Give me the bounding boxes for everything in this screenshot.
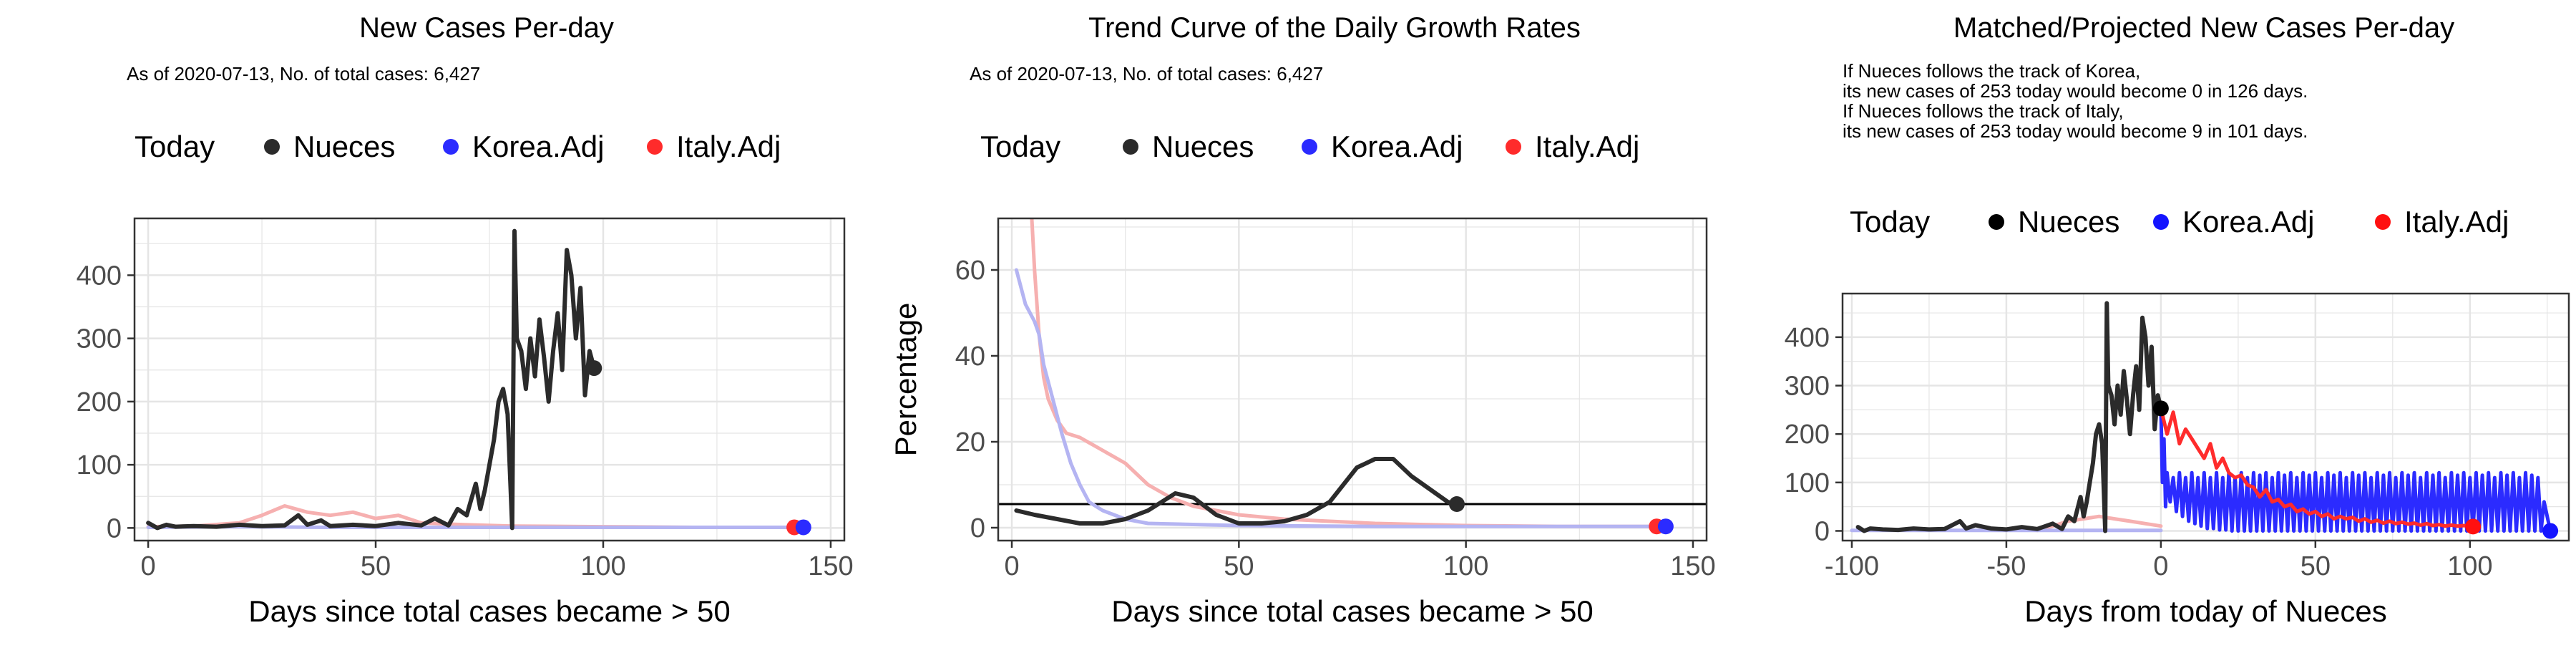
marker-korea-adj bbox=[1657, 518, 1674, 535]
y-tick-label: 0 bbox=[970, 513, 985, 543]
y-tick-label: 20 bbox=[955, 427, 985, 458]
y-tick-label: 200 bbox=[77, 387, 122, 417]
x-axis-label: Days since total cases became > 50 bbox=[1111, 594, 1594, 628]
legend-dot-korea bbox=[443, 139, 459, 155]
y-tick-label: 0 bbox=[107, 513, 122, 543]
legend-label-korea: Korea.Adj bbox=[2182, 205, 2314, 238]
y-axis-label: Percentage bbox=[889, 303, 922, 457]
y-tick-label: 400 bbox=[77, 261, 122, 291]
x-tick-label: 0 bbox=[1004, 551, 1019, 581]
projection-note: its new cases of 253 today would become … bbox=[1843, 80, 2308, 102]
legend-dot-nueces bbox=[1123, 139, 1138, 155]
y-tick-label: 100 bbox=[77, 450, 122, 480]
legend-dot-korea bbox=[2153, 214, 2169, 230]
projection-note: its new cases of 253 today would become … bbox=[1843, 120, 2308, 142]
projection-note: If Nueces follows the track of Italy, bbox=[1843, 100, 2124, 122]
series-line-korea-adj-korea bbox=[2159, 406, 2552, 533]
chart-subtitle: As of 2020-07-13, No. of total cases: 6,… bbox=[127, 63, 480, 84]
legend-label-korea: Korea.Adj bbox=[472, 130, 604, 163]
chart-title: Matched/Projected New Cases Per-day bbox=[1953, 12, 2454, 44]
marker-nueces bbox=[586, 360, 602, 377]
marker-korea-adj bbox=[795, 519, 811, 536]
chart-new-cases-svg: New Cases Per-day As of 2020-07-13, No. o… bbox=[77, 12, 854, 628]
y-tick-label: 100 bbox=[1785, 468, 1830, 498]
legend-label-nueces: Nueces bbox=[2018, 205, 2119, 238]
series-line-italy-adj-italy bbox=[2159, 406, 2475, 528]
legend-label-italy: Italy.Adj bbox=[2404, 205, 2509, 238]
legend-dot-korea bbox=[1302, 139, 1317, 155]
series-line-nueces-nueces bbox=[1855, 301, 2163, 533]
legend-title: Today bbox=[135, 130, 215, 163]
x-tick-label: 0 bbox=[2153, 551, 2168, 581]
y-tick-label: 40 bbox=[955, 342, 985, 372]
y-tick-label: 60 bbox=[955, 256, 985, 286]
chart-title: New Cases Per-day bbox=[359, 12, 614, 44]
plot-area bbox=[998, 218, 1707, 528]
marker-nueces bbox=[1448, 496, 1465, 512]
x-tick-label: 100 bbox=[1443, 551, 1488, 581]
y-tick-label: 200 bbox=[1785, 420, 1830, 450]
x-axis-label: Days from today of Nueces bbox=[2024, 594, 2387, 628]
plot-frame bbox=[997, 217, 1708, 542]
x-tick-label: 100 bbox=[580, 551, 625, 581]
legend-label-italy: Italy.Adj bbox=[1535, 130, 1639, 163]
x-tick-label: 50 bbox=[2301, 551, 2331, 581]
marker-nueces bbox=[2152, 400, 2169, 417]
legend-dot-italy bbox=[2375, 214, 2391, 230]
legend-label-nueces: Nueces bbox=[1152, 130, 1254, 163]
x-tick-label: 150 bbox=[808, 551, 853, 581]
legend-dot-nueces bbox=[1989, 214, 2004, 230]
chart-subtitle: As of 2020-07-13, No. of total cases: 6,… bbox=[970, 63, 1323, 84]
plot-area bbox=[146, 228, 806, 531]
legend-label-korea: Korea.Adj bbox=[1331, 130, 1463, 163]
y-tick-label: 400 bbox=[1785, 323, 1830, 353]
chart-panel-new-cases: New Cases Per-day As of 2020-07-13, No. o… bbox=[0, 0, 859, 644]
chart-projected-svg: Matched/Projected New Cases Per-day If Nu… bbox=[1785, 12, 2570, 628]
plot-frame bbox=[1841, 292, 2570, 542]
x-tick-label: 50 bbox=[1224, 551, 1254, 581]
legend-title: Today bbox=[1850, 205, 1930, 238]
x-tick-label: -100 bbox=[1825, 551, 1879, 581]
plot-frame bbox=[133, 217, 846, 542]
legend-dot-italy bbox=[647, 139, 663, 155]
projection-note: If Nueces follows the track of Korea, bbox=[1843, 60, 2140, 82]
x-tick-label: 50 bbox=[361, 551, 391, 581]
y-tick-label: 300 bbox=[77, 324, 122, 354]
series-line-nueces-nueces bbox=[146, 228, 597, 531]
x-tick-label: -50 bbox=[1986, 551, 2026, 581]
chart-title: Trend Curve of the Daily Growth Rates bbox=[1088, 12, 1581, 44]
y-tick-label: 0 bbox=[1815, 516, 1830, 546]
legend-title: Today bbox=[980, 130, 1060, 163]
x-tick-label: 100 bbox=[2447, 551, 2492, 581]
x-axis-label: Days since total cases became > 50 bbox=[248, 594, 731, 628]
chart-growth-rates-svg: Trend Curve of the Daily Growth Rates As … bbox=[889, 12, 1716, 628]
legend-label-italy: Italy.Adj bbox=[676, 130, 781, 163]
chart-panel-projected: Matched/Projected New Cases Per-day If Nu… bbox=[1717, 0, 2576, 644]
series-line-korea-adj-korea-faint bbox=[1014, 268, 1668, 528]
legend-label-nueces: Nueces bbox=[293, 130, 395, 163]
legend-dot-italy bbox=[1506, 139, 1521, 155]
marker-korea-adj bbox=[2542, 523, 2559, 539]
legend-dot-nueces bbox=[264, 139, 280, 155]
series-line-nueces-nueces bbox=[1014, 457, 1459, 526]
plot-area bbox=[1850, 301, 2552, 533]
x-tick-label: 150 bbox=[1670, 551, 1715, 581]
series-line-italy-adj-italy-faint bbox=[1030, 218, 1659, 528]
marker-italy-adj bbox=[2465, 518, 2482, 535]
x-tick-label: 0 bbox=[141, 551, 156, 581]
chart-panel-growth-rates: Trend Curve of the Daily Growth Rates As … bbox=[859, 0, 1717, 644]
y-tick-label: 300 bbox=[1785, 372, 1830, 402]
